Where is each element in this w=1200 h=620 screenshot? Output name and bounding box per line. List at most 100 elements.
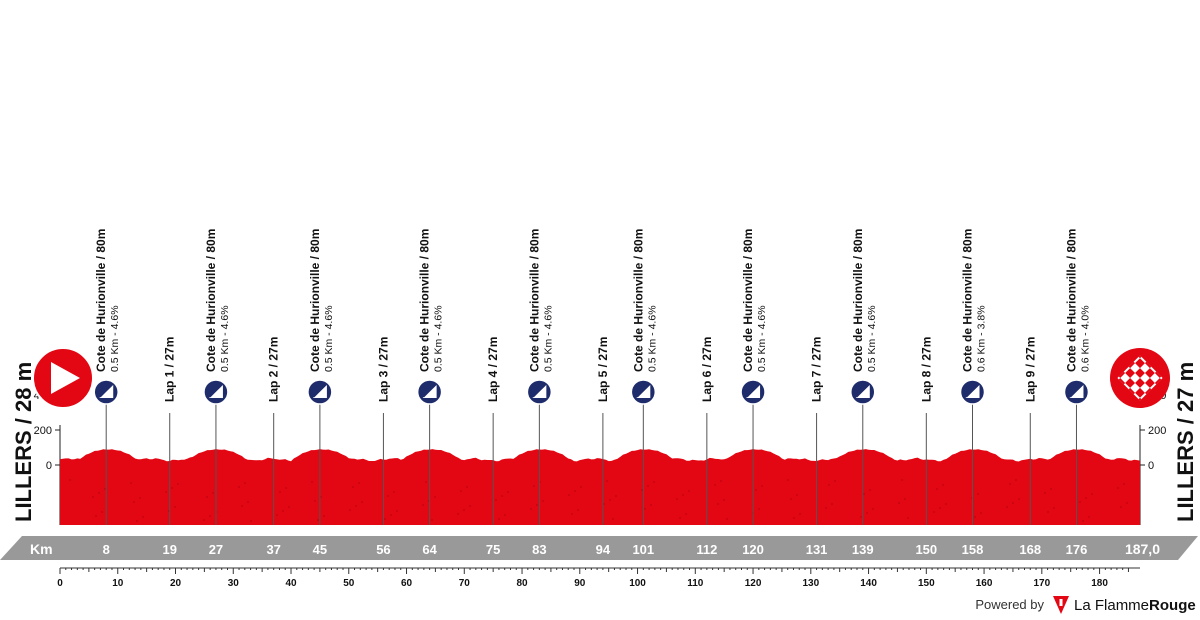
- brand-name-part-2: Rouge: [1149, 597, 1196, 614]
- profile-texture-dot: [133, 501, 135, 503]
- profile-texture-dot: [533, 485, 535, 487]
- km-scale-label: 160: [976, 578, 993, 589]
- profile-texture-dot: [425, 481, 427, 483]
- profile-texture-dot: [612, 518, 614, 520]
- profile-texture-dot: [977, 493, 979, 495]
- profile-texture-dot: [1006, 506, 1008, 508]
- profile-texture-dot: [714, 484, 716, 486]
- km-band-value: 131: [806, 542, 828, 557]
- profile-texture-dot: [396, 510, 398, 512]
- climb-icon: [850, 379, 876, 405]
- profile-texture-dot: [799, 513, 801, 515]
- km-scale-label: 60: [401, 578, 413, 589]
- profile-texture-dot: [238, 486, 240, 488]
- profile-texture-dot: [942, 484, 944, 486]
- profile-texture-dot: [1082, 520, 1084, 522]
- profile-texture-dot: [104, 488, 106, 490]
- finish-icon: [1110, 348, 1170, 408]
- km-band-value: 56: [376, 542, 390, 557]
- profile-texture-dot: [434, 496, 436, 498]
- profile-texture-dot: [501, 495, 503, 497]
- lap-waypoint: Lap 8 / 27m: [919, 337, 933, 525]
- climb-detail: 0.6 Km - 3.8%: [976, 305, 988, 372]
- profile-texture-dot: [790, 498, 792, 500]
- profile-texture-dot: [498, 518, 500, 520]
- profile-texture-dot: [939, 507, 941, 509]
- km-scale: 0 10 20 30 40 50 60 70 80 90 100 110 120 130 140 150 160…: [57, 567, 1140, 589]
- profile-texture-dot: [393, 491, 395, 493]
- km-band-value: 112: [696, 542, 717, 557]
- lap-title: Lap 9 / 27m: [1023, 337, 1037, 402]
- profile-texture-dot: [323, 515, 325, 517]
- profile-texture-dot: [758, 508, 760, 510]
- climb-detail: 0.5 Km - 4.6%: [109, 305, 121, 372]
- profile-texture-dot: [320, 496, 322, 498]
- climb-detail: 0.5 Km - 4.6%: [323, 305, 335, 372]
- profile-texture-dot: [244, 482, 246, 484]
- climb-title: Cote de Hurionville / 80m: [418, 229, 432, 372]
- climb-waypoint: Cote de Hurionville / 80m 0.6 Km - 3.8%: [959, 229, 988, 525]
- profile-texture-dot: [463, 509, 465, 511]
- climb-detail: 0.5 Km - 4.6%: [542, 305, 554, 372]
- km-band-value: 120: [742, 542, 764, 557]
- profile-texture-dot: [1050, 488, 1052, 490]
- lap-waypoint: Lap 2 / 27m: [267, 337, 281, 525]
- profile-texture-dot: [901, 479, 903, 481]
- profile-texture-dot: [834, 480, 836, 482]
- climb-detail: 0.5 Km - 4.6%: [756, 305, 768, 372]
- climb-title: Cote de Hurionville / 80m: [631, 229, 645, 372]
- start-icon: [32, 347, 94, 409]
- profile-texture-dot: [431, 519, 433, 521]
- km-band-value: 27: [209, 542, 223, 557]
- powered-by-text: Powered by: [975, 597, 1044, 612]
- profile-texture-dot: [1079, 501, 1081, 503]
- profile-texture-dot: [139, 497, 141, 499]
- profile-texture-dot: [568, 494, 570, 496]
- profile-texture-dot: [980, 512, 982, 514]
- profile-texture-dot: [276, 514, 278, 516]
- km-band-value: 94: [596, 542, 611, 557]
- profile-texture-dot: [101, 511, 103, 513]
- profile-texture-dot: [361, 501, 363, 503]
- profile-texture-dot: [904, 498, 906, 500]
- profile-texture-dot: [422, 504, 424, 506]
- lap-waypoint: Lap 1 / 27m: [163, 337, 177, 525]
- profile-texture-dot: [387, 495, 389, 497]
- brand-name-part-1: La Flamme: [1074, 597, 1149, 614]
- profile-texture-dot: [647, 485, 649, 487]
- km-scale-label: 120: [745, 578, 762, 589]
- profile-texture-dot: [1088, 516, 1090, 518]
- profile-texture-dot: [825, 507, 827, 509]
- lap-title: Lap 3 / 27m: [376, 337, 390, 402]
- climb-waypoint: Cote de Hurionville / 80m 0.6 Km - 4.0%: [1063, 229, 1091, 525]
- profile-texture-dot: [1047, 511, 1049, 513]
- climb-icon: [740, 379, 766, 405]
- profile-texture-dot: [1053, 507, 1055, 509]
- climb-title: Cote de Hurionville / 80m: [94, 229, 108, 372]
- km-band-value: 37: [266, 542, 280, 557]
- profile-texture-dot: [723, 499, 725, 501]
- profile-texture-dot: [171, 487, 173, 489]
- km-band-value: 101: [632, 542, 654, 557]
- profile-texture-dot: [726, 518, 728, 520]
- profile-texture-dot: [796, 494, 798, 496]
- km-band-value: 168: [1019, 542, 1041, 557]
- km-scale-label: 90: [574, 578, 586, 589]
- profile-texture-dot: [907, 517, 909, 519]
- profile-texture-dot: [384, 518, 386, 520]
- lap-title: Lap 1 / 27m: [163, 337, 177, 402]
- km-band-value: 19: [162, 542, 176, 557]
- km-scale-label: 130: [802, 578, 819, 589]
- profile-texture-dot: [247, 501, 249, 503]
- elevation-profile-area: [60, 449, 1140, 525]
- climb-title: Cote de Hurionville / 80m: [1064, 229, 1078, 372]
- profile-texture-dot: [177, 483, 179, 485]
- profile-texture-dot: [174, 506, 176, 508]
- profile-texture-dot: [945, 503, 947, 505]
- climb-title: Cote de Hurionville / 80m: [527, 229, 541, 372]
- km-band-value: 158: [962, 542, 984, 557]
- profile-texture-dot: [863, 493, 865, 495]
- km-band-value: 176: [1066, 542, 1088, 557]
- km-scale-label: 10: [112, 578, 124, 589]
- profile-texture-dot: [250, 520, 252, 522]
